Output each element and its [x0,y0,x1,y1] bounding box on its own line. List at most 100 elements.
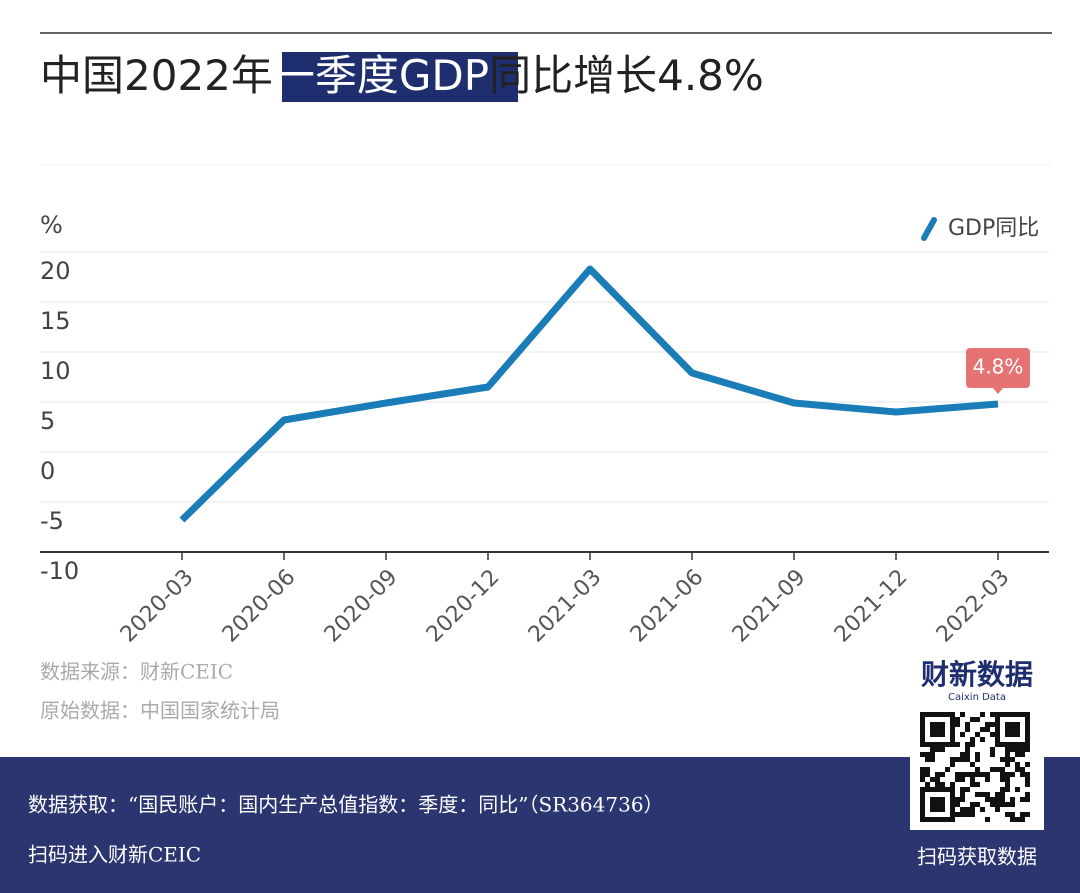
qr-cell [960,712,965,717]
qr-cell [980,712,985,717]
y-axis-label: % [40,211,63,239]
qr-cell [995,802,1000,807]
qr-cell [960,792,965,797]
source-note: 数据来源：财新CEIC [40,660,233,684]
y-tick-label: 20 [40,257,71,285]
qr-cell [930,747,935,752]
qr-cell [970,802,975,807]
x-tick-label: 2020-03 [116,565,199,648]
qr-cell [1000,767,1005,772]
x-tick-label: 2022-03 [932,565,1015,648]
qr-cell [995,767,1000,772]
qr-cell [990,752,995,757]
qr-cell [955,757,960,762]
qr-cell [935,747,940,752]
qr-cell [920,752,925,757]
qr-cell [970,782,975,787]
qr-cell [975,792,980,797]
title-highlight [282,52,518,102]
qr-cell [1020,797,1025,802]
qr-cell [970,737,975,742]
qr-cell [985,722,990,727]
qr-cell [990,747,995,752]
qr-cell [960,807,965,812]
qr-cell [1005,782,1010,787]
qr-cell [1025,762,1030,767]
qr-cell [975,757,980,762]
qr-cell [955,802,960,807]
x-tick-label: 2021-09 [728,565,811,648]
qr-cell [940,747,945,752]
qr-cell [950,782,955,787]
qr-cell [1020,747,1025,752]
qr-cell [950,757,955,762]
qr-cell [1020,752,1025,757]
qr-finder [920,787,955,822]
qr-cell [1000,757,1005,762]
qr-cell [940,772,945,777]
qr-cell [970,777,975,782]
qr-cell [980,737,985,742]
qr-cell [980,772,985,777]
qr-cell [1025,812,1030,817]
qr-cell [1015,817,1020,822]
qr-cell [1000,797,1005,802]
y-tick-label: -5 [40,507,64,535]
qr-cell [1020,812,1025,817]
qr-cell [965,787,970,792]
qr-cell [970,812,975,817]
qr-cell [1010,797,1015,802]
qr-cell [985,797,990,802]
qr-finder [930,722,945,737]
qr-cell [960,797,965,802]
qr-cell [960,787,965,792]
qr-cell [960,772,965,777]
qr-finder [930,797,945,812]
qr-cell [990,802,995,807]
x-tick-label: 2021-06 [626,565,709,648]
qr-cell [975,752,980,757]
qr-finder [920,712,955,747]
qr-cell [985,727,990,732]
qr-cell [930,757,935,762]
qr-cell [955,797,960,802]
qr-cell [1010,757,1015,762]
scan-note: 扫码进入财新CEIC [28,843,201,867]
qr-cell [975,802,980,807]
qr-cell [1015,787,1020,792]
qr-cell [1015,767,1020,772]
x-tick-label: 2021-03 [524,565,607,648]
origin-note: 原始数据：中国国家统计局 [40,699,280,723]
qr-cell [985,777,990,782]
y-tick-label: 10 [40,357,71,385]
qr-cell [965,752,970,757]
qr-cell [995,807,1000,812]
qr-cell [925,782,930,787]
qr-cell [925,767,930,772]
x-tick-label: 2020-09 [320,565,403,648]
qr-cell [1005,762,1010,767]
qr-cell [1015,752,1020,757]
qr-cell [955,777,960,782]
qr-cell [970,762,975,767]
qr-cell [1020,817,1025,822]
qr-cell [990,767,995,772]
qr-cell [985,792,990,797]
qr-cell [965,722,970,727]
qr-cell [1025,747,1030,752]
scan-note-right: 扫码获取数据 [917,845,1037,869]
qr-cell [1025,782,1030,787]
qr-cell [995,792,1000,797]
qr-cell [985,817,990,822]
legend-label: GDP同比 [948,216,1039,241]
qr-cell [1020,767,1025,772]
qr-cell [980,807,985,812]
qr-cell [990,722,995,727]
qr-cell [1010,812,1015,817]
title-part: 同比增长4.8% [489,51,764,100]
qr-cell [960,752,965,757]
qr-cell [995,797,1000,802]
qr-cell [920,777,925,782]
y-tick-label: 15 [40,307,71,335]
qr-cell [935,777,940,782]
